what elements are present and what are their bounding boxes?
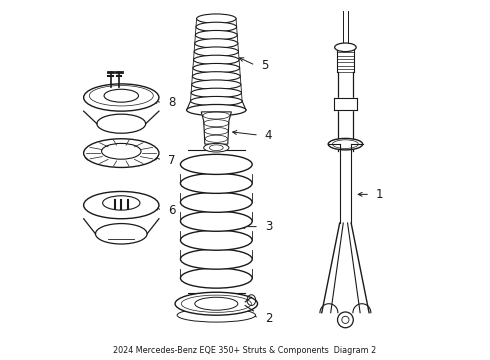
Ellipse shape bbox=[194, 55, 239, 64]
Ellipse shape bbox=[84, 192, 159, 219]
Ellipse shape bbox=[191, 88, 242, 98]
Ellipse shape bbox=[187, 104, 246, 116]
Ellipse shape bbox=[180, 173, 252, 193]
Text: 2: 2 bbox=[265, 311, 272, 325]
Ellipse shape bbox=[84, 139, 159, 167]
Text: 6: 6 bbox=[168, 204, 175, 217]
Ellipse shape bbox=[180, 154, 252, 174]
Ellipse shape bbox=[97, 114, 146, 133]
Ellipse shape bbox=[196, 31, 237, 40]
Ellipse shape bbox=[195, 39, 238, 48]
Ellipse shape bbox=[204, 143, 229, 152]
Ellipse shape bbox=[175, 292, 258, 315]
Text: 1: 1 bbox=[376, 188, 383, 201]
Ellipse shape bbox=[180, 230, 252, 250]
Text: 2024 Mercedes-Benz EQE 350+ Struts & Components  Diagram 2: 2024 Mercedes-Benz EQE 350+ Struts & Com… bbox=[113, 346, 377, 355]
Ellipse shape bbox=[196, 22, 237, 32]
Ellipse shape bbox=[180, 249, 252, 269]
Text: 7: 7 bbox=[168, 154, 175, 167]
Ellipse shape bbox=[335, 43, 356, 51]
Text: 3: 3 bbox=[265, 220, 272, 233]
Ellipse shape bbox=[102, 196, 140, 210]
Ellipse shape bbox=[193, 63, 240, 73]
Ellipse shape bbox=[177, 308, 255, 322]
Ellipse shape bbox=[192, 72, 240, 81]
Polygon shape bbox=[201, 112, 231, 144]
Ellipse shape bbox=[84, 84, 159, 111]
Text: 8: 8 bbox=[168, 96, 175, 109]
Ellipse shape bbox=[180, 192, 252, 212]
Ellipse shape bbox=[328, 138, 363, 150]
Ellipse shape bbox=[192, 80, 241, 89]
Ellipse shape bbox=[180, 211, 252, 231]
Ellipse shape bbox=[101, 143, 141, 159]
Ellipse shape bbox=[96, 224, 147, 244]
Text: 4: 4 bbox=[265, 129, 272, 142]
Ellipse shape bbox=[194, 47, 239, 56]
Ellipse shape bbox=[191, 96, 242, 106]
Ellipse shape bbox=[180, 268, 252, 288]
Ellipse shape bbox=[196, 14, 236, 23]
Text: 5: 5 bbox=[261, 59, 269, 72]
